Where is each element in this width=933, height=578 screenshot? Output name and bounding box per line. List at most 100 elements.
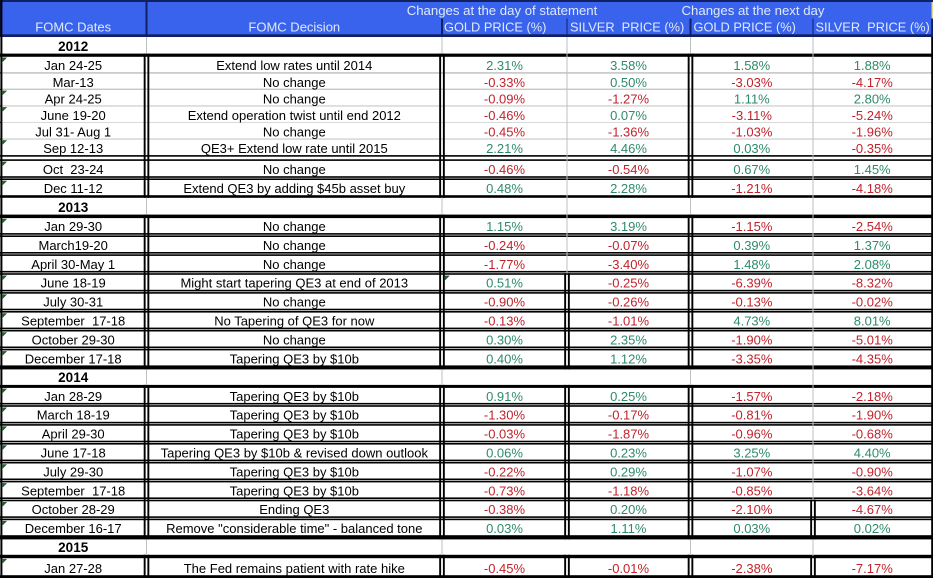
svg-text:2.28%: 2.28% [610,181,647,196]
svg-text:March 18-19: March 18-19 [37,408,110,423]
svg-text:-0.03%: -0.03% [484,427,526,442]
svg-text:2012: 2012 [58,39,88,54]
svg-text:-1.15%: -1.15% [731,219,773,234]
svg-text:2.08%: 2.08% [854,257,891,272]
svg-text:Jul 31- Aug 1: Jul 31- Aug 1 [35,124,111,139]
svg-text:-0.90%: -0.90% [852,464,894,479]
svg-text:FOMC Dates: FOMC Dates [35,19,111,34]
svg-text:-4.35%: -4.35% [852,351,894,366]
svg-text:-3.64%: -3.64% [852,483,894,498]
svg-text:Tapering QE3 by $10b: Tapering QE3 by $10b [230,389,359,404]
svg-text:-0.81%: -0.81% [731,408,773,423]
svg-text:4.73%: 4.73% [733,314,770,329]
svg-text:-0.22%: -0.22% [484,464,526,479]
svg-text:4.46%: 4.46% [610,141,647,156]
svg-text:Dec 11-12: Dec 11-12 [44,181,103,196]
svg-text:December 17-18: December 17-18 [25,351,122,366]
svg-text:No change: No change [263,238,326,253]
svg-text:-2.10%: -2.10% [731,502,773,517]
svg-text:GOLD PRICE (%): GOLD PRICE (%) [694,19,796,34]
svg-text:3.25%: 3.25% [733,446,770,461]
svg-text:Remove "considerable time" - b: Remove "considerable time" - balanced to… [166,521,422,536]
svg-text:-3.11%: -3.11% [732,108,773,123]
svg-text:0.67%: 0.67% [733,162,770,177]
svg-text:-1.01%: -1.01% [608,314,650,329]
svg-text:-8.32%: -8.32% [852,276,894,291]
svg-text:0.50%: 0.50% [610,75,647,90]
svg-text:Tapering QE3 by $10b: Tapering QE3 by $10b [230,483,359,498]
svg-text:0.91%: 0.91% [486,389,523,404]
svg-text:June 17-18: June 17-18 [41,446,106,461]
svg-text:No change: No change [263,75,326,90]
svg-text:No change: No change [263,124,326,139]
svg-text:1.11%: 1.11% [734,91,770,106]
svg-text:-0.02%: -0.02% [852,295,894,310]
svg-text:Tapering QE3 by $10b: Tapering QE3 by $10b [230,351,359,366]
svg-text:-0.33%: -0.33% [484,75,526,90]
svg-text:-5.01%: -5.01% [852,332,894,347]
svg-text:1.48%: 1.48% [733,257,770,272]
svg-text:-4.17%: -4.17% [852,75,894,90]
svg-text:September 17-18: September 17-18 [21,314,125,329]
svg-text:-5.24%: -5.24% [852,108,894,123]
svg-text:-0.46%: -0.46% [484,108,526,123]
svg-text:1.37%: 1.37% [854,238,891,253]
svg-text:-1.36%: -1.36% [608,124,650,139]
svg-text:Jan 29-30: Jan 29-30 [44,219,102,234]
svg-text:-0.17%: -0.17% [608,408,650,423]
svg-text:-1.07%: -1.07% [731,464,773,479]
svg-text:-0.25%: -0.25% [608,276,650,291]
svg-text:-2.54%: -2.54% [852,219,894,234]
svg-text:-0.01%: -0.01% [608,561,650,576]
svg-text:April 30-May 1: April 30-May 1 [31,257,115,272]
svg-text:Changes at the day of statemen: Changes at the day of statement [407,3,598,18]
svg-text:0.48%: 0.48% [486,181,523,196]
svg-text:FOMC Decision: FOMC Decision [248,19,340,34]
svg-text:0.29%: 0.29% [610,464,647,479]
svg-text:SILVER PRICE (%): SILVER PRICE (%) [570,19,684,34]
svg-text:0.07%: 0.07% [610,108,647,123]
svg-text:-0.24%: -0.24% [484,238,526,253]
svg-text:0.23%: 0.23% [610,446,647,461]
svg-text:-3.40%: -3.40% [608,257,650,272]
svg-text:-0.96%: -0.96% [731,427,773,442]
svg-text:The Fed remains patient with r: The Fed remains patient with rate hike [184,561,405,576]
svg-text:No change: No change [263,219,326,234]
svg-text:2014: 2014 [58,370,89,385]
svg-text:0.51%: 0.51% [486,276,523,291]
svg-text:0.03%: 0.03% [733,141,770,156]
svg-text:July 29-30: July 29-30 [43,464,103,479]
svg-text:-6.39%: -6.39% [731,276,773,291]
svg-text:SILVER PRICE (%): SILVER PRICE (%) [816,19,930,34]
svg-text:1.11%: 1.11% [611,521,647,536]
svg-text:No Tapering of QE3 for now: No Tapering of QE3 for now [214,314,375,329]
svg-text:-1.18%: -1.18% [608,483,650,498]
svg-text:Tapering QE3 by $10b & revised: Tapering QE3 by $10b & revised down outl… [161,446,429,461]
svg-text:1.88%: 1.88% [854,58,891,73]
svg-text:2.31%: 2.31% [486,58,523,73]
svg-text:-0.35%: -0.35% [852,141,894,156]
svg-text:October 29-30: October 29-30 [32,332,115,347]
svg-text:June 19-20: June 19-20 [41,108,106,123]
svg-text:-1.87%: -1.87% [608,427,650,442]
svg-text:Jan 27-28: Jan 27-28 [44,561,102,576]
svg-text:2.80%: 2.80% [854,91,891,106]
svg-text:-0.09%: -0.09% [484,91,526,106]
svg-text:3.19%: 3.19% [610,219,647,234]
svg-text:Jan 24-25: Jan 24-25 [44,58,102,73]
svg-text:Sep 12-13: Sep 12-13 [43,141,103,156]
svg-text:Apr 24-25: Apr 24-25 [45,91,102,106]
svg-text:0.40%: 0.40% [486,351,523,366]
svg-text:-4.67%: -4.67% [852,502,894,517]
svg-text:1.15%: 1.15% [486,219,523,234]
svg-text:0.30%: 0.30% [486,332,523,347]
svg-text:December 16-17: December 16-17 [25,521,122,536]
svg-text:Mar-13: Mar-13 [53,75,94,90]
svg-text:-1.21%: -1.21% [731,181,773,196]
svg-text:-7.17%: -7.17% [852,561,894,576]
svg-text:-1.03%: -1.03% [731,124,773,139]
svg-text:-1.30%: -1.30% [484,408,526,423]
svg-text:Tapering QE3 by $10b: Tapering QE3 by $10b [230,408,359,423]
svg-text:-0.38%: -0.38% [484,502,526,517]
svg-text:-0.26%: -0.26% [608,295,650,310]
